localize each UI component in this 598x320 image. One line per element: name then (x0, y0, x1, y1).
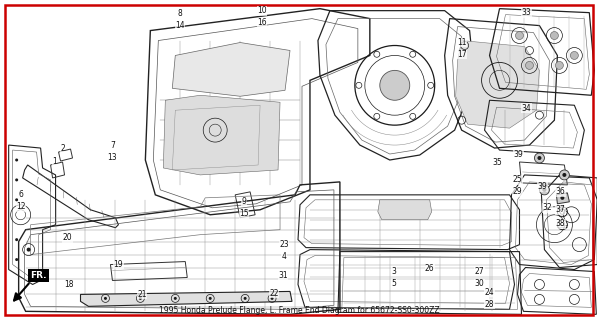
Circle shape (550, 32, 559, 40)
Text: 21: 21 (138, 290, 147, 299)
Circle shape (538, 156, 541, 160)
Circle shape (27, 248, 30, 252)
Text: 4: 4 (282, 252, 286, 261)
Circle shape (539, 185, 550, 195)
Text: 24: 24 (485, 288, 495, 297)
Text: 7: 7 (110, 140, 115, 149)
Text: 12: 12 (16, 202, 25, 211)
Circle shape (535, 153, 544, 163)
Text: 29: 29 (512, 188, 522, 196)
Text: 34: 34 (521, 104, 532, 113)
Circle shape (15, 238, 18, 241)
Text: 37: 37 (556, 205, 565, 214)
Text: FR.: FR. (30, 271, 47, 280)
Polygon shape (163, 95, 280, 175)
Circle shape (270, 297, 273, 300)
Text: 14: 14 (175, 21, 185, 30)
Circle shape (562, 173, 566, 177)
Circle shape (380, 70, 410, 100)
Text: 25: 25 (512, 175, 522, 184)
Text: 27: 27 (475, 267, 484, 276)
Circle shape (243, 297, 246, 300)
Circle shape (209, 297, 212, 300)
Text: 18: 18 (64, 280, 74, 289)
Text: 36: 36 (556, 188, 565, 196)
Text: 13: 13 (108, 153, 117, 162)
Text: 3: 3 (391, 267, 396, 276)
Text: 10: 10 (257, 6, 267, 15)
Polygon shape (378, 200, 432, 220)
Text: 11: 11 (457, 38, 466, 47)
Circle shape (104, 297, 107, 300)
Text: 26: 26 (425, 264, 435, 273)
Polygon shape (172, 43, 290, 96)
Text: 16: 16 (257, 18, 267, 27)
Text: 19: 19 (114, 260, 123, 269)
Circle shape (174, 297, 177, 300)
Polygon shape (81, 292, 292, 306)
Text: 5: 5 (391, 279, 396, 288)
Text: 28: 28 (485, 300, 495, 309)
Circle shape (526, 61, 533, 69)
Text: 33: 33 (521, 8, 532, 17)
Text: 35: 35 (493, 158, 502, 167)
Text: 32: 32 (542, 203, 552, 212)
Text: 23: 23 (279, 240, 289, 249)
Text: 8: 8 (178, 9, 182, 18)
Text: 30: 30 (475, 279, 484, 288)
Polygon shape (456, 41, 539, 128)
Text: 1995 Honda Prelude Flange, L. Frame End Diagram for 65672-SS0-300ZZ: 1995 Honda Prelude Flange, L. Frame End … (158, 306, 440, 315)
Polygon shape (556, 193, 569, 204)
Text: 20: 20 (63, 233, 72, 242)
Text: 15: 15 (239, 209, 249, 218)
Circle shape (556, 61, 563, 69)
Circle shape (15, 158, 18, 162)
Circle shape (15, 198, 18, 201)
Circle shape (15, 258, 18, 261)
Text: 31: 31 (278, 271, 288, 280)
Circle shape (559, 170, 569, 180)
Circle shape (560, 196, 565, 200)
Text: 39: 39 (538, 182, 547, 191)
Circle shape (570, 52, 578, 60)
Circle shape (139, 297, 142, 300)
Circle shape (542, 188, 547, 192)
Text: 2: 2 (60, 144, 65, 153)
Text: 1: 1 (52, 157, 57, 166)
Text: 38: 38 (556, 219, 565, 228)
Text: 22: 22 (269, 289, 279, 298)
Text: 39: 39 (514, 149, 523, 158)
Circle shape (15, 179, 18, 181)
Circle shape (515, 32, 523, 40)
Text: 9: 9 (242, 197, 246, 206)
Text: 6: 6 (18, 190, 23, 199)
Text: 17: 17 (457, 50, 466, 59)
